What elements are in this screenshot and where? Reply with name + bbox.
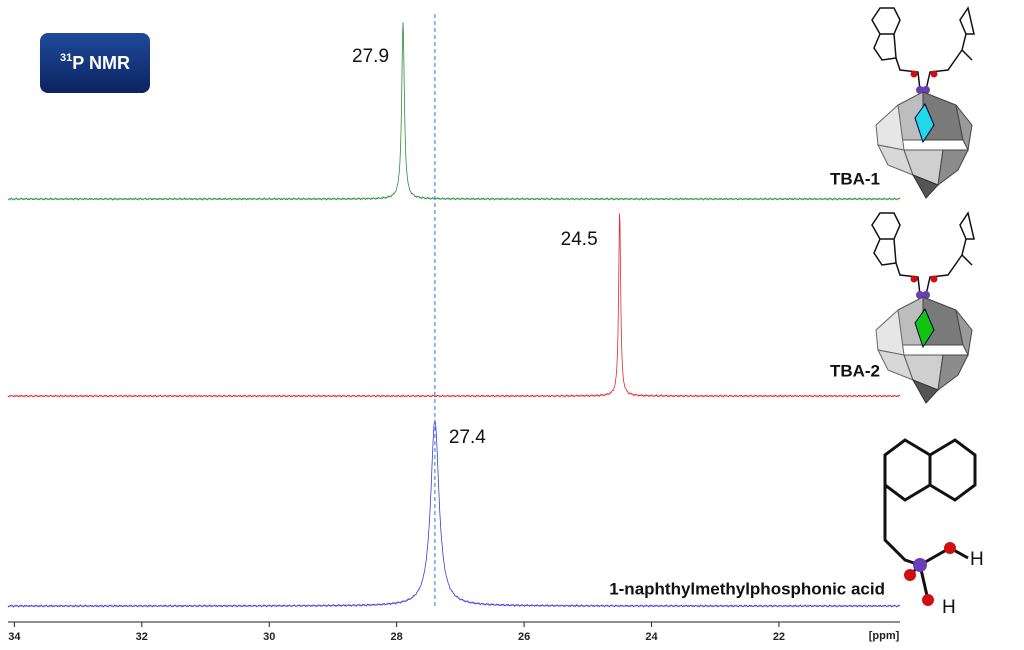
spectrum <box>7 419 901 608</box>
atom-h: H <box>942 597 956 618</box>
x-axis-label: [ppm] <box>869 630 900 642</box>
structure-tba2 <box>872 213 974 403</box>
x-tick-label: 32 <box>136 631 148 643</box>
structure-acid: H H <box>883 438 984 618</box>
peak-label: 24.5 <box>561 229 598 250</box>
x-tick-label: 30 <box>263 631 275 643</box>
peak-label: 27.4 <box>449 427 486 448</box>
x-tick-label: 22 <box>773 631 785 643</box>
spectrum <box>7 213 901 398</box>
spectrum <box>7 22 901 201</box>
badge-sup: 31 <box>60 52 72 64</box>
atom-h: H <box>970 549 984 570</box>
x-tick-label: 26 <box>518 631 530 643</box>
badge-main: P NMR <box>72 53 130 73</box>
x-tick-label: 28 <box>391 631 403 643</box>
series-label: 1-naphthylmethylphosphonic acid <box>609 579 885 598</box>
structure-tba1 <box>872 8 974 198</box>
badge: 31P NMR <box>40 33 150 93</box>
x-tick-label: 24 <box>645 631 658 643</box>
series-label: TBA-2 <box>830 361 880 380</box>
badge-box <box>40 33 150 93</box>
series-label: TBA-1 <box>830 169 880 188</box>
x-tick-label: 34 <box>8 631 21 643</box>
badge-text: 31P NMR <box>60 52 130 73</box>
peak-label: 27.9 <box>352 46 389 67</box>
